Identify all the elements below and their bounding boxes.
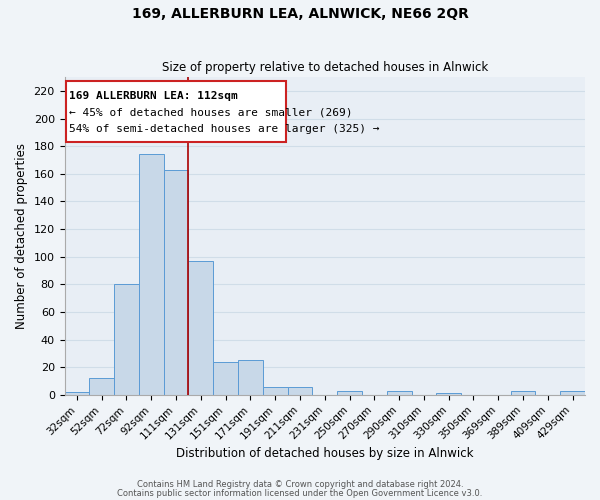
- Bar: [114, 284, 139, 395]
- Text: Contains public sector information licensed under the Open Government Licence v3: Contains public sector information licen…: [118, 489, 482, 498]
- Bar: [287, 386, 313, 395]
- Bar: [164, 170, 188, 395]
- Bar: [65, 392, 89, 395]
- FancyBboxPatch shape: [66, 81, 286, 142]
- Bar: [436, 394, 461, 395]
- Bar: [387, 390, 412, 395]
- Bar: [188, 261, 213, 395]
- Bar: [263, 386, 287, 395]
- Text: Contains HM Land Registry data © Crown copyright and database right 2024.: Contains HM Land Registry data © Crown c…: [137, 480, 463, 489]
- Bar: [139, 154, 164, 395]
- Y-axis label: Number of detached properties: Number of detached properties: [15, 143, 28, 329]
- Text: 169 ALLERBURN LEA: 112sqm: 169 ALLERBURN LEA: 112sqm: [70, 91, 238, 101]
- Title: Size of property relative to detached houses in Alnwick: Size of property relative to detached ho…: [161, 62, 488, 74]
- Text: 169, ALLERBURN LEA, ALNWICK, NE66 2QR: 169, ALLERBURN LEA, ALNWICK, NE66 2QR: [131, 8, 469, 22]
- Bar: [337, 390, 362, 395]
- Bar: [238, 360, 263, 395]
- Bar: [213, 362, 238, 395]
- Bar: [511, 390, 535, 395]
- X-axis label: Distribution of detached houses by size in Alnwick: Distribution of detached houses by size …: [176, 447, 473, 460]
- Bar: [560, 390, 585, 395]
- Text: ← 45% of detached houses are smaller (269): ← 45% of detached houses are smaller (26…: [70, 108, 353, 118]
- Bar: [89, 378, 114, 395]
- Text: 54% of semi-detached houses are larger (325) →: 54% of semi-detached houses are larger (…: [70, 124, 380, 134]
